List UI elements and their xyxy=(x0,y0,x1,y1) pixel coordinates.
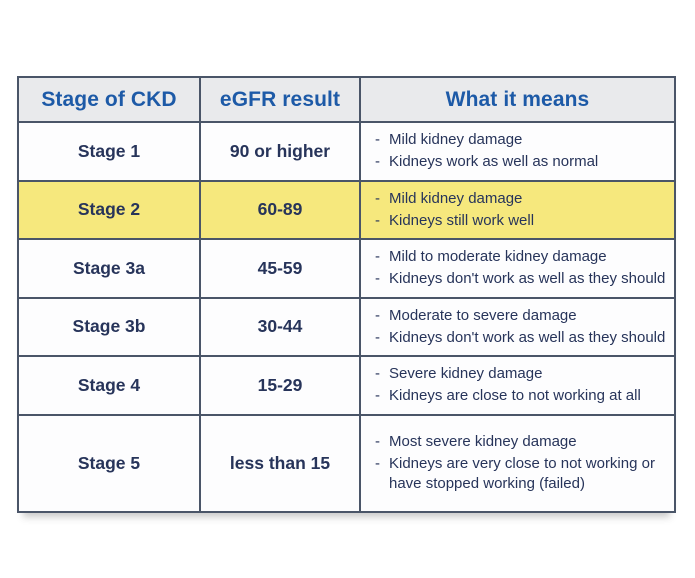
table-row-stage-3a: Stage 3a 45-59 - Mild to moderate kidney … xyxy=(19,238,674,297)
stage-label: Stage 5 xyxy=(77,452,141,473)
meaning-cell: - Mild to moderate kidney damage - Kidneys… xyxy=(359,240,674,297)
meaning-cell: - Mild kidney damage - Kidneys work as wel… xyxy=(359,123,674,180)
meaning-text: Mild kidney damage xyxy=(389,189,523,207)
meaning-cell: - Most severe kidney damage - Kidneys are … xyxy=(359,415,674,511)
meaning-item: - Mild to moderate kidney damage xyxy=(375,247,665,267)
bullet-dash: - xyxy=(375,387,380,405)
bullet-dash: - xyxy=(375,365,380,382)
meaning-text: Kidneys don't work as well as they shoul… xyxy=(389,328,666,346)
stage-label: Stage 3a xyxy=(73,257,145,278)
meaning-item: - Kidneys still work well xyxy=(375,211,534,231)
egfr-value: 90 or higher xyxy=(199,123,359,180)
column-header-meaning: What it means xyxy=(359,78,674,121)
meaning-item: - Most severe kidney damage xyxy=(375,432,666,452)
egfr-value: 30-44 xyxy=(199,298,359,355)
egfr-value: 60-89 xyxy=(199,181,359,238)
meaning-text: Kidneys still work well xyxy=(389,211,535,229)
table-row-stage-1: Stage 1 90 or higher - Mild kidney damage… xyxy=(19,121,674,180)
table-row-stage-5: Stage 5 less than 15 - Most severe kidney… xyxy=(19,413,674,511)
bullet-dash: - xyxy=(375,211,380,229)
bullet-dash: - xyxy=(375,153,380,171)
meaning-text: Moderate to severe damage xyxy=(389,306,577,324)
meaning-item: - Kidneys work as well as normal xyxy=(375,152,598,172)
bullet-dash: - xyxy=(375,270,380,288)
bullet-dash: - xyxy=(375,454,380,472)
table-row-stage-2: Stage 2 60-89 - Mild kidney damage - Kidne… xyxy=(19,179,674,238)
table-row-stage-4: Stage 4 15-29 - Severe kidney damage - Kid… xyxy=(19,355,674,414)
meaning-text: Kidneys are very close to not working or… xyxy=(389,454,655,493)
meaning-item: - Kidneys don't work as well as they shou… xyxy=(375,328,665,348)
stage-label: Stage 4 xyxy=(77,374,141,395)
bullet-dash: - xyxy=(375,432,380,450)
meaning-cell: - Moderate to severe damage - Kidneys don'… xyxy=(359,298,674,355)
bullet-dash: - xyxy=(375,131,380,148)
stage-label: Stage 3b xyxy=(72,316,146,337)
ckd-stages-table: Stage of CKD eGFR result What it means S… xyxy=(17,76,676,513)
bullet-dash: - xyxy=(375,306,380,324)
meaning-text: Kidneys don't work as well as they shoul… xyxy=(389,270,666,288)
meaning-item: - Severe kidney damage xyxy=(375,364,641,384)
column-header-stage: Stage of CKD xyxy=(41,87,177,111)
meaning-list: - Moderate to severe damage - Kidneys don'… xyxy=(375,306,665,349)
meaning-item: - Mild kidney damage xyxy=(375,189,534,209)
meaning-item: - Kidneys are close to not working at all xyxy=(375,386,641,406)
meaning-text: Mild to moderate kidney damage xyxy=(389,248,607,265)
meaning-item: - Moderate to severe damage xyxy=(375,306,665,326)
egfr-value: less than 15 xyxy=(199,415,359,511)
bullet-dash: - xyxy=(375,328,380,346)
table-header-row: Stage of CKD eGFR result What it means xyxy=(19,78,674,121)
meaning-item: - Kidneys are very close to not working o… xyxy=(375,454,666,495)
meaning-item: - Kidneys don't work as well as they shou… xyxy=(375,269,665,289)
meaning-cell: - Mild kidney damage - Kidneys still work … xyxy=(359,181,674,238)
meaning-list: - Severe kidney damage - Kidneys are close… xyxy=(375,364,641,407)
meaning-text: Kidneys are close to not working at all xyxy=(389,387,641,405)
meaning-list: - Mild to moderate kidney damage - Kidneys… xyxy=(375,247,665,290)
egfr-value: 45-59 xyxy=(199,240,359,297)
table-row-stage-3b: Stage 3b 30-44 - Moderate to severe damag… xyxy=(19,296,674,355)
meaning-text: Most severe kidney damage xyxy=(389,432,577,450)
bullet-dash: - xyxy=(375,248,380,265)
meaning-list: - Mild kidney damage - Kidneys work as wel… xyxy=(375,130,598,173)
stage-label: Stage 1 xyxy=(77,140,141,161)
meaning-text: Mild kidney damage xyxy=(389,131,523,148)
meaning-text: Severe kidney damage xyxy=(389,365,543,382)
stage-label: Stage 2 xyxy=(77,199,141,220)
egfr-value: 15-29 xyxy=(199,357,359,414)
meaning-list: - Mild kidney damage - Kidneys still work … xyxy=(375,189,534,232)
meaning-list: - Most severe kidney damage - Kidneys are … xyxy=(375,432,666,495)
bullet-dash: - xyxy=(375,189,380,207)
meaning-item: - Mild kidney damage xyxy=(375,130,598,150)
column-header-egfr: eGFR result xyxy=(199,78,359,121)
meaning-cell: - Severe kidney damage - Kidneys are close… xyxy=(359,357,674,414)
meaning-text: Kidneys work as well as normal xyxy=(389,153,599,171)
